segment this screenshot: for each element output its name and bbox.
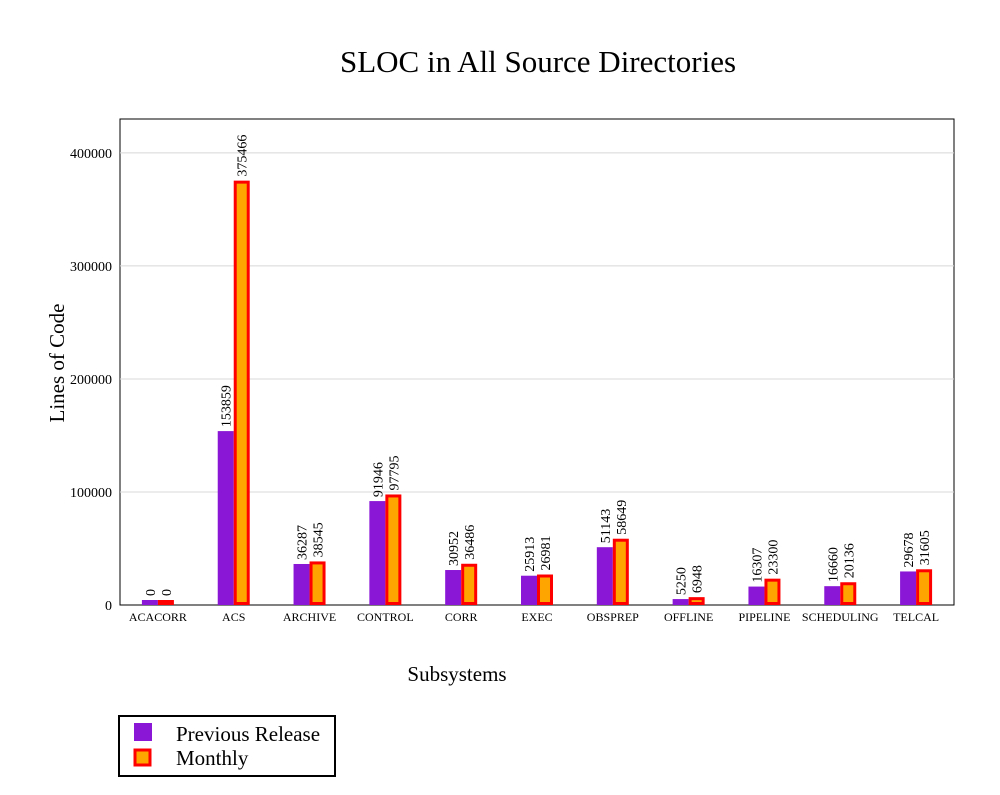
y-tick-label: 400000 — [70, 147, 112, 162]
x-tick-label: PIPELINE — [738, 610, 790, 624]
x-tick-label: CONTROL — [357, 610, 414, 624]
bar-monthly — [764, 578, 781, 606]
data-label-previous-release: 51143 — [599, 509, 614, 543]
data-label-previous-release: 153859 — [220, 385, 235, 427]
bar-monthly — [233, 180, 250, 605]
bar-monthly — [461, 563, 478, 605]
data-label-monthly: 36486 — [463, 525, 478, 560]
data-label-monthly: 58649 — [615, 500, 630, 535]
data-label-monthly: 97795 — [387, 455, 402, 490]
x-tick-label: TELCAL — [893, 610, 939, 624]
bar-previous-release — [217, 431, 234, 605]
data-label-monthly: 0 — [160, 589, 175, 596]
bar-monthly — [309, 561, 326, 605]
y-tick-label: 0 — [105, 599, 112, 614]
bar-previous-release — [141, 600, 158, 605]
data-label-previous-release: 30952 — [447, 531, 462, 566]
chart-title: SLOC in All Source Directories — [340, 44, 736, 79]
y-tick-label: 300000 — [70, 260, 112, 275]
x-tick-label: ACACORR — [129, 610, 187, 624]
bar-previous-release — [900, 571, 917, 605]
data-label-monthly: 6948 — [691, 565, 706, 593]
bar-monthly — [916, 569, 933, 605]
x-tick-label: OBSPREP — [587, 610, 639, 624]
y-tick-label: 200000 — [70, 373, 112, 388]
legend-swatch-monthly — [133, 748, 152, 767]
data-label-previous-release: 16307 — [750, 548, 765, 583]
bar-previous-release — [521, 575, 537, 605]
grid — [120, 152, 954, 493]
data-label-monthly: 375466 — [236, 135, 251, 177]
bar-previous-release — [293, 563, 310, 605]
data-label-previous-release: 16660 — [826, 547, 841, 582]
bar-monthly — [537, 574, 553, 605]
bar-previous-release — [672, 599, 689, 605]
x-tick-label: OFFLINE — [664, 610, 713, 624]
x-tick-label: SCHEDULING — [802, 610, 879, 624]
bar-previous-release — [596, 547, 613, 605]
x-axis-title: Subsystems — [407, 662, 506, 686]
x-tick-label: ACS — [222, 610, 245, 624]
data-label-previous-release: 91946 — [371, 462, 386, 497]
data-label-monthly: 20136 — [842, 543, 857, 578]
data-label-monthly: 26981 — [539, 536, 554, 571]
bar-monthly — [157, 600, 174, 605]
bar-previous-release — [748, 586, 765, 605]
legend: Previous Release Monthly — [118, 715, 336, 777]
data-label-previous-release: 29678 — [902, 532, 917, 567]
legend-label-previous-release: Previous Release — [176, 722, 320, 746]
bar-monthly — [688, 597, 705, 606]
bar-previous-release — [824, 586, 841, 605]
legend-swatch-previous-release — [134, 723, 152, 741]
data-label-monthly: 38545 — [312, 522, 327, 557]
bar-monthly — [385, 494, 402, 605]
y-axis-title: Lines of Code — [45, 304, 69, 423]
x-tick-label: EXEC — [521, 610, 552, 624]
bars — [141, 180, 933, 606]
bar-monthly — [840, 582, 857, 605]
data-label-previous-release: 0 — [144, 589, 159, 596]
legend-label-monthly: Monthly — [176, 746, 249, 770]
bar-monthly — [612, 538, 629, 606]
bar-previous-release — [445, 570, 462, 605]
x-tick-label: ARCHIVE — [283, 610, 336, 624]
data-label-monthly: 23300 — [766, 540, 781, 575]
data-label-previous-release: 36287 — [296, 525, 311, 560]
bar-previous-release — [369, 501, 386, 605]
data-label-monthly: 31605 — [918, 530, 933, 565]
y-tick-label: 100000 — [70, 486, 112, 501]
legend-box — [118, 715, 336, 777]
data-label-previous-release: 25913 — [523, 537, 538, 572]
data-label-previous-release: 5250 — [675, 567, 690, 595]
x-tick-label: CORR — [445, 610, 478, 624]
